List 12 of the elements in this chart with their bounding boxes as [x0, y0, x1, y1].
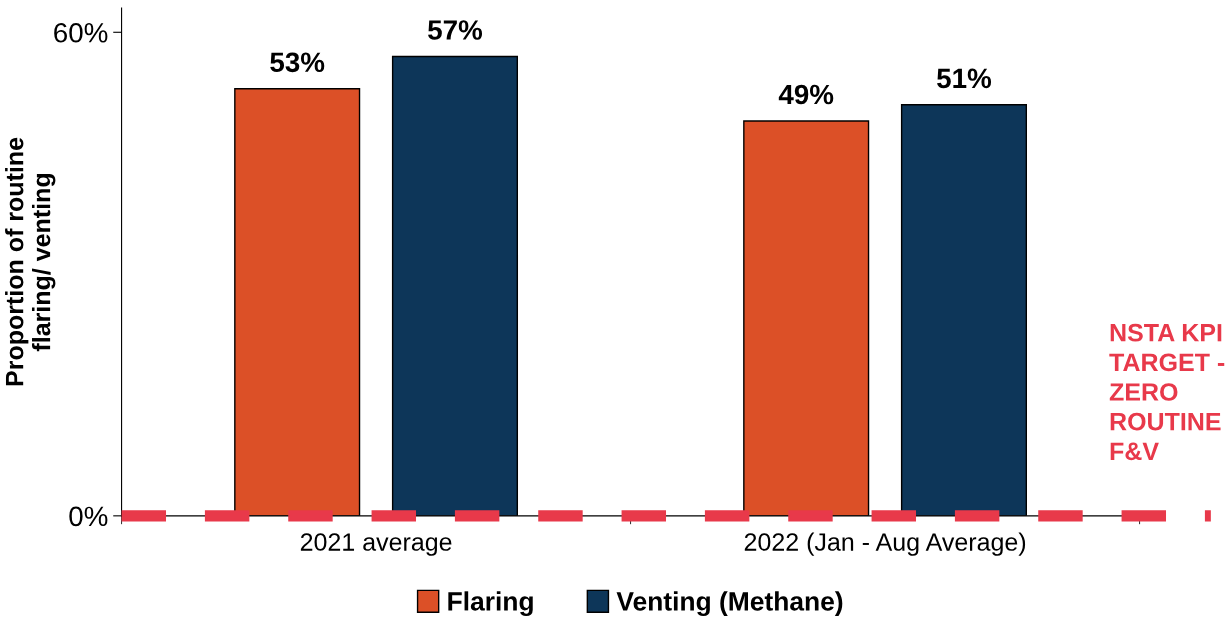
y-axis-title: Proportion of routine flaring/ venting	[5, 137, 56, 386]
data-label: 51%	[937, 68, 992, 89]
data-label: 53%	[270, 52, 325, 73]
ref-line-label: NSTA KPI TARGET - ZERO ROUTINE F&V	[1109, 323, 1225, 461]
y-tick-label: 60%	[54, 22, 108, 43]
data-label: 49%	[778, 84, 834, 105]
x-tick-label: 2022 (Jan - Aug Average)	[744, 532, 1026, 556]
legend-label: Flaring	[448, 591, 533, 617]
y-tick-label: 0%	[69, 506, 108, 527]
legend-label: Venting (Methane)	[616, 591, 843, 617]
data-label: 57%	[428, 20, 483, 40]
x-tick-label: 2021 average	[300, 533, 452, 556]
